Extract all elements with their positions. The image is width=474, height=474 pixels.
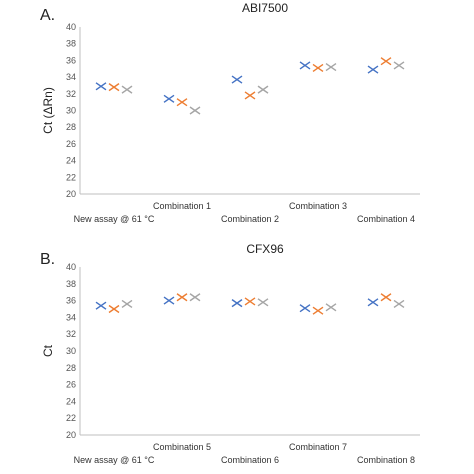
y-tick-label: 40 — [66, 262, 76, 272]
data-point — [189, 293, 201, 302]
y-tick-label: 32 — [66, 89, 76, 99]
data-point — [244, 91, 256, 100]
chart-title: ABI7500 — [242, 1, 288, 15]
y-tick-label: 22 — [66, 172, 76, 182]
data-point — [95, 82, 107, 91]
y-tick-label: 36 — [66, 296, 76, 306]
data-point — [108, 83, 120, 92]
data-point — [231, 299, 243, 308]
y-tick-label: 20 — [66, 189, 76, 199]
data-point — [312, 306, 324, 315]
data-point — [312, 63, 324, 72]
data-point — [163, 94, 175, 103]
category-label: Combination 8 — [357, 455, 415, 465]
y-tick-label: 28 — [66, 363, 76, 373]
data-point — [231, 75, 243, 84]
panel-letter: B. — [40, 251, 56, 268]
y-tick-label: 22 — [66, 413, 76, 423]
y-tick-label: 20 — [66, 430, 76, 440]
data-point — [393, 61, 405, 70]
y-tick-label: 34 — [66, 312, 76, 322]
data-point — [325, 63, 337, 72]
y-tick-label: 30 — [66, 346, 76, 356]
y-tick-label: 38 — [66, 39, 76, 49]
category-label: New assay @ 61 °C — [74, 214, 155, 224]
panel-b: B. CFX96 Ct 20 22 24 26 28 30 32 34 36 38 40 New assa… — [0, 237, 474, 474]
y-tick-label: 38 — [66, 279, 76, 289]
category-label: Combination 6 — [221, 455, 279, 465]
category-label: Combination 1 — [153, 201, 211, 211]
y-tick-label: 30 — [66, 106, 76, 116]
y-tick-label: 24 — [66, 156, 76, 166]
y-tick-label: 26 — [66, 139, 76, 149]
category-label: New assay @ 61 °C — [74, 455, 155, 465]
data-point — [393, 299, 405, 309]
data-point — [257, 298, 269, 307]
category-label: Combination 3 — [289, 201, 347, 211]
y-tick-label: 24 — [66, 396, 76, 406]
data-point — [367, 65, 379, 74]
data-point — [325, 303, 337, 312]
y-tick-label: 26 — [66, 380, 76, 390]
data-point — [380, 293, 392, 302]
y-tick-label: 34 — [66, 72, 76, 82]
panel-a: A. ABI7500 Ct (ΔRn) 20 22 24 26 28 30 32 34 36 38 40… — [40, 1, 420, 224]
data-point — [121, 299, 133, 309]
data-point — [121, 85, 133, 94]
category-label: Combination 2 — [221, 214, 279, 224]
y-tick-label: 32 — [66, 329, 76, 339]
data-point — [299, 304, 311, 313]
panel-letter: A. — [40, 7, 56, 24]
y-tick-label: 40 — [66, 22, 76, 32]
y-axis-label: Ct — [41, 344, 55, 357]
chart-abi7500: ABI7500 Ct (ΔRn) 20 22 24 26 28 30 32 34 36 38 40 New… — [41, 1, 420, 224]
data-point — [108, 304, 120, 314]
data-point — [257, 85, 269, 94]
data-point — [95, 301, 107, 310]
category-label: Combination 4 — [357, 214, 415, 224]
data-point — [189, 106, 201, 115]
data-point — [299, 61, 311, 70]
data-point — [367, 298, 379, 307]
data-point — [163, 296, 175, 305]
y-tick-label: 28 — [66, 122, 76, 132]
chart-cfx96: CFX96 Ct 20 22 24 26 28 30 32 34 36 38 40 New assay @… — [41, 242, 420, 465]
data-point — [176, 98, 188, 107]
category-label: Combination 5 — [153, 442, 211, 452]
y-tick-label: 36 — [66, 55, 76, 65]
category-label: Combination 7 — [289, 442, 347, 452]
data-point — [176, 293, 188, 302]
chart-title: CFX96 — [246, 242, 284, 256]
y-axis-label: Ct (ΔRn) — [41, 87, 55, 134]
data-point — [244, 297, 256, 306]
data-point — [380, 57, 392, 66]
